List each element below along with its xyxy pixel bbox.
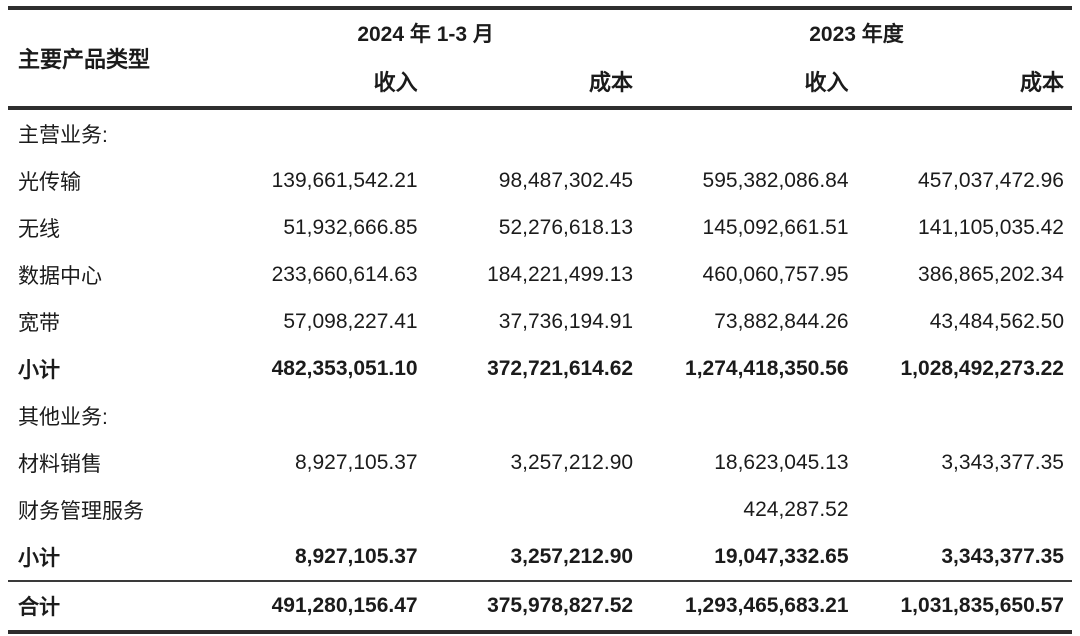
col-header-2024-income: 收入 [373,70,418,95]
table-row-main-business-subtotal: 小计 482,353,051.10 372,721,614.62 1,274,4… [8,345,1072,392]
header-sub-row: 收入 成本 收入 成本 [8,56,1072,108]
cell-value [210,392,425,439]
cell-value [426,392,641,439]
col-header-2023-income: 收入 [804,70,849,95]
row-label: 宽带 [18,311,60,335]
cell-value [857,486,1072,533]
cell-value: 482,353,051.10 [271,356,418,380]
row-label: 光传输 [18,170,81,194]
table-row-material-sales: 材料销售 8,927,105.37 3,257,212.90 18,623,04… [8,439,1072,486]
col-header-2024-cost: 成本 [589,70,634,95]
table-row-main-business-section: 主营业务: [8,108,1072,157]
table-row-optical-transmission: 光传输 139,661,542.21 98,487,302.45 595,382… [8,157,1072,204]
cell-value: 184,221,499.13 [487,262,634,286]
table-row-wireless: 无线 51,932,666.85 52,276,618.13 145,092,6… [8,204,1072,251]
cell-value: 375,978,827.52 [425,580,642,632]
table-row-broadband: 宽带 57,098,227.41 37,736,194.91 73,882,84… [8,298,1072,345]
row-label: 财务管理服务 [18,499,144,523]
col-group-2024-q1: 2024 年 1-3 月 [357,23,494,46]
cell-value: 3,257,212.90 [510,450,634,474]
cell-value: 457,037,472.96 [918,168,1064,192]
cell-value: 98,487,302.45 [498,168,634,192]
cell-value: 3,257,212.90 [510,544,634,568]
table-row-data-center: 数据中心 233,660,614.63 184,221,499.13 460,0… [8,251,1072,298]
cell-value: 233,660,614.63 [271,262,418,286]
cell-value: 491,280,156.47 [210,580,426,632]
col-header-2023-cost: 成本 [1019,70,1064,95]
cell-value: 372,721,614.62 [487,356,634,380]
cell-value: 18,623,045.13 [714,450,849,474]
cell-value: 1,028,492,273.22 [900,356,1065,380]
cell-value: 43,484,562.50 [929,309,1064,333]
cell-value: 3,343,377.35 [941,450,1064,474]
cell-value [426,486,641,533]
table-body: 主营业务: 光传输 139,661,542.21 98,487,302.45 5… [8,108,1072,632]
row-label: 主营业务: [18,123,108,147]
cell-value [426,108,641,157]
cell-value: 19,047,332.65 [714,544,849,568]
row-label: 无线 [18,217,60,241]
cell-value [641,108,856,157]
cell-value: 386,865,202.34 [918,262,1064,286]
cell-value: 1,031,835,650.57 [856,580,1072,632]
cell-value: 52,276,618.13 [498,215,634,239]
table-row-other-business-section: 其他业务: [8,392,1072,439]
row-label: 数据中心 [18,264,102,288]
cell-value: 145,092,661.51 [702,215,849,239]
row-label: 材料销售 [18,452,102,476]
cell-value: 37,736,194.91 [498,309,634,333]
cell-value: 141,105,035.42 [918,215,1064,239]
cell-value: 57,098,227.41 [283,309,418,333]
cell-value [641,392,856,439]
cell-value: 139,661,542.21 [271,168,418,192]
row-label: 小计 [18,358,60,382]
cell-value [857,108,1072,157]
cell-value: 8,927,105.37 [294,450,418,474]
cell-value: 460,060,757.95 [702,262,849,286]
row-label: 小计 [18,546,60,570]
cell-value: 424,287.52 [743,497,849,521]
cell-value: 595,382,086.84 [702,168,849,192]
cell-value: 73,882,844.26 [714,309,849,333]
header-group-row: 主要产品类型 2024 年 1-3 月 2023 年度 [8,8,1072,72]
cell-value [857,392,1072,439]
cell-value: 1,274,418,350.56 [685,356,849,380]
col-group-2023: 2023 年度 [809,23,904,46]
cell-value: 3,343,377.35 [941,544,1064,568]
table-header: 主要产品类型 2024 年 1-3 月 2023 年度 收入 成本 收入 成本 [8,8,1072,108]
row-label: 其他业务: [18,405,108,429]
cell-value: 1,293,465,683.21 [641,580,857,632]
table-row-financial-management-services: 财务管理服务 424,287.52 [8,486,1072,533]
table-row-grand-total: 合计 491,280,156.47 375,978,827.52 1,293,4… [8,580,1072,632]
product-revenue-cost-table: 主要产品类型 2024 年 1-3 月 2023 年度 收入 成本 收入 成本 … [8,6,1072,634]
row-label: 合计 [8,580,211,632]
table-row-other-business-subtotal: 小计 8,927,105.37 3,257,212.90 19,047,332.… [8,533,1072,581]
cell-value: 8,927,105.37 [294,544,418,568]
col-header-product-type: 主要产品类型 [18,47,151,72]
cell-value [210,486,425,533]
cell-value: 51,932,666.85 [283,215,418,239]
cell-value [210,108,425,157]
